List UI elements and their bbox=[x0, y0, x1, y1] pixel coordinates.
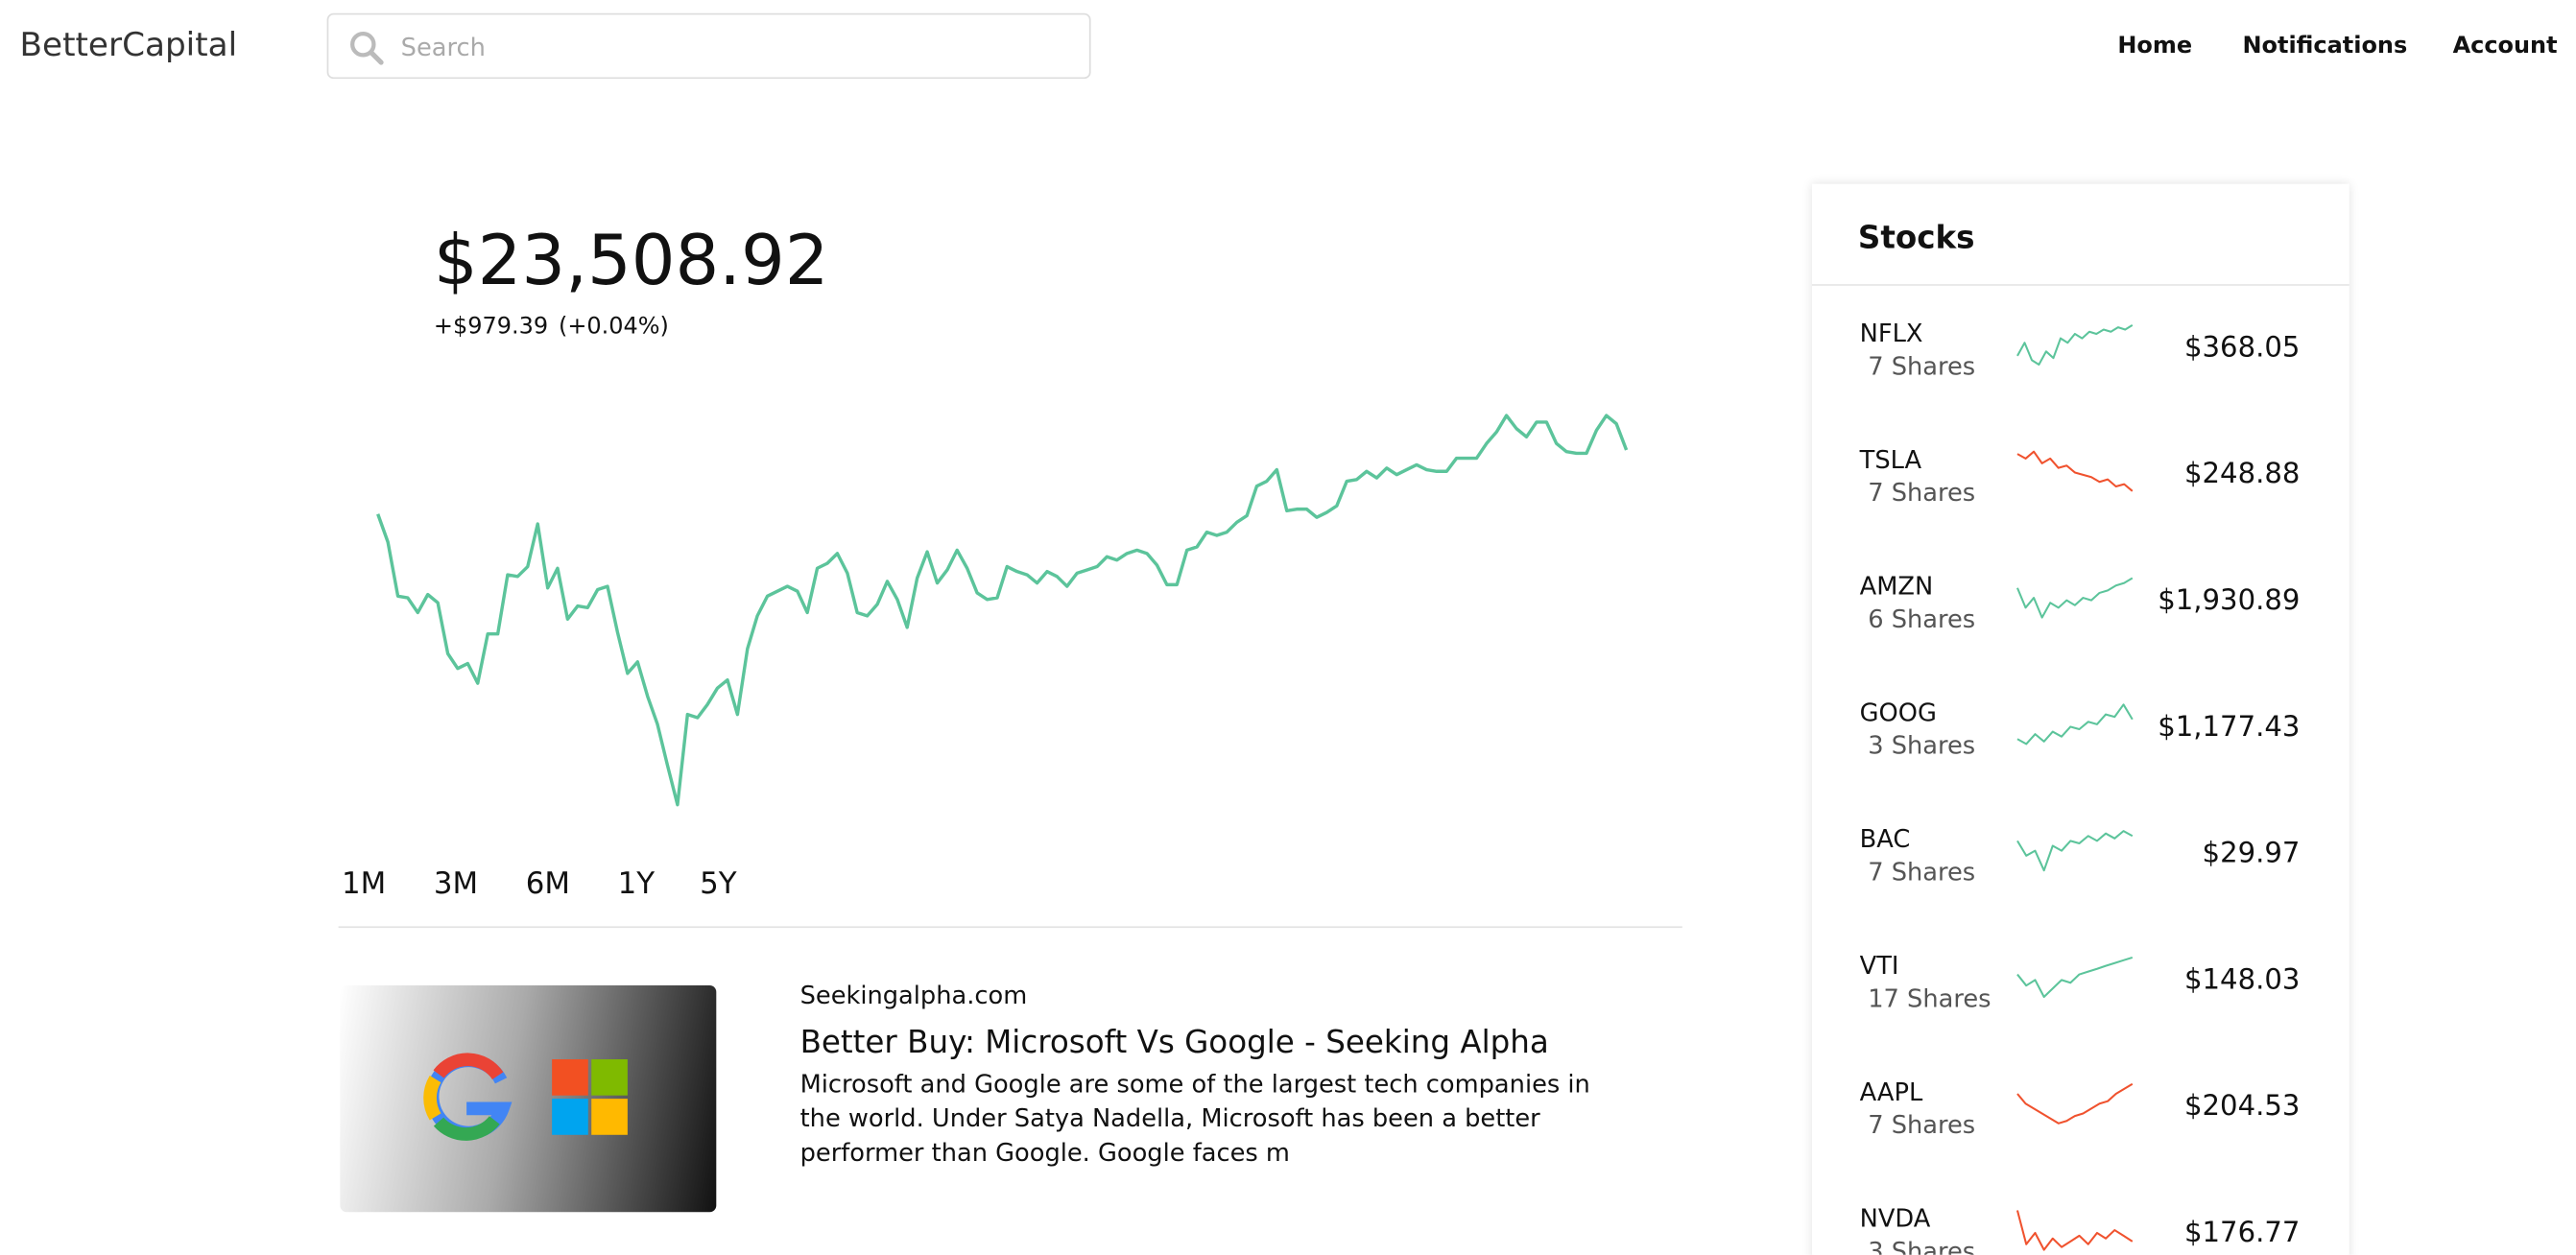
stock-shares: 7 Shares bbox=[1868, 1110, 1976, 1140]
sparkline bbox=[2016, 324, 2134, 367]
sparkline bbox=[2016, 1082, 2134, 1125]
stock-shares: 7 Shares bbox=[1868, 857, 1976, 888]
stock-symbol[interactable]: VTI bbox=[1859, 951, 1899, 981]
nav-link[interactable]: Notifications bbox=[2242, 33, 2408, 59]
nav-link[interactable]: Account bbox=[2452, 33, 2558, 59]
stock-symbol[interactable]: TSLA bbox=[1859, 444, 1922, 475]
sparkline bbox=[2016, 450, 2134, 492]
stock-symbol[interactable]: AAPL bbox=[1859, 1077, 1923, 1107]
card-divider bbox=[1812, 284, 2349, 286]
range-button[interactable]: 6M bbox=[525, 866, 570, 902]
stock-price: $148.03 bbox=[2184, 963, 2301, 998]
sparkline bbox=[2016, 703, 2134, 746]
search-icon bbox=[350, 31, 384, 65]
price-line bbox=[2016, 450, 2134, 492]
price-line bbox=[2016, 830, 2134, 872]
stock-symbol[interactable]: GOOG bbox=[1859, 698, 1937, 728]
range-button[interactable]: 1Y bbox=[617, 866, 656, 902]
stock-shares: 7 Shares bbox=[1868, 478, 1976, 508]
price-line bbox=[376, 414, 1629, 807]
news-source: Seekingalpha.com bbox=[799, 980, 1028, 1010]
price-line bbox=[2016, 1082, 2134, 1125]
nav-link[interactable]: Home bbox=[2117, 33, 2193, 59]
stock-shares: 17 Shares bbox=[1868, 983, 1992, 1014]
portfolio-change-percent: (+0.04%) bbox=[558, 313, 669, 341]
sparkline bbox=[2016, 956, 2134, 999]
range-button[interactable]: 1M bbox=[342, 866, 387, 902]
stock-symbol[interactable]: NVDA bbox=[1859, 1203, 1931, 1234]
stock-price: $204.53 bbox=[2184, 1090, 2301, 1124]
stock-shares: 7 Shares bbox=[1868, 351, 1976, 382]
stock-price: $368.05 bbox=[2184, 331, 2301, 365]
range-button[interactable]: 5Y bbox=[700, 866, 737, 902]
news-summary: Microsoft and Google are some of the lar… bbox=[799, 1069, 1590, 1169]
news-thumbnail[interactable] bbox=[340, 985, 717, 1213]
price-line bbox=[2016, 324, 2134, 367]
stock-shares: 6 Shares bbox=[1868, 604, 1976, 634]
portfolio-value: $23,508.92 bbox=[433, 220, 829, 301]
price-line bbox=[2016, 703, 2134, 746]
range-button[interactable]: 3M bbox=[433, 866, 479, 902]
stock-symbol[interactable]: BAC bbox=[1859, 824, 1911, 855]
divider bbox=[338, 926, 1682, 929]
news-title[interactable]: Better Buy: Microsoft Vs Google - Seekin… bbox=[799, 1025, 1549, 1061]
sparkline bbox=[2016, 830, 2134, 872]
stock-shares: 3 Shares bbox=[1868, 730, 1976, 761]
search-placeholder: Search bbox=[400, 33, 486, 63]
sparkline bbox=[2015, 1210, 2134, 1251]
stocks-card: Stocks NFLX 7 Shares $368.05 TSLA 7 Shares $2… bbox=[1812, 183, 2349, 1255]
stock-price: $1,177.43 bbox=[2158, 711, 2301, 745]
brand[interactable]: BetterCapital bbox=[19, 24, 238, 64]
stock-price: $176.77 bbox=[2184, 1217, 2301, 1250]
stock-symbol[interactable]: AMZN bbox=[1859, 571, 1934, 602]
stock-price: $1,930.89 bbox=[2158, 584, 2301, 618]
sparkline bbox=[2016, 577, 2134, 619]
stock-symbol[interactable]: NFLX bbox=[1859, 319, 1923, 348]
search-box[interactable]: Search bbox=[326, 12, 1091, 80]
price-line bbox=[2015, 1210, 2134, 1251]
logos bbox=[423, 1053, 628, 1141]
stock-shares: 3 Shares bbox=[1868, 1236, 1976, 1255]
portfolio-change: +$979.39 bbox=[433, 313, 549, 341]
price-line bbox=[2016, 956, 2134, 999]
stock-price: $29.97 bbox=[2202, 837, 2301, 871]
price-line bbox=[2016, 577, 2134, 619]
stock-price: $248.88 bbox=[2184, 458, 2301, 491]
stocks-title: Stocks bbox=[1857, 220, 1975, 257]
